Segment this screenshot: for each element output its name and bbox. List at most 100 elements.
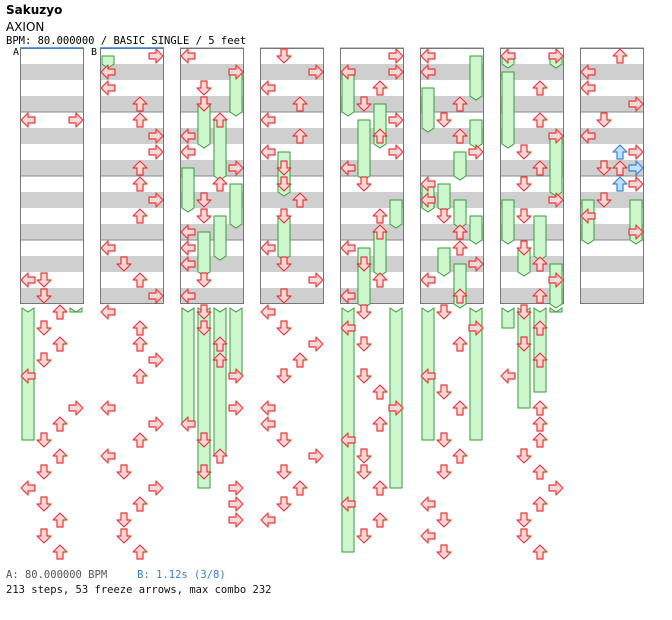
step-arrow [196,80,212,96]
step-arrow [132,96,148,112]
step-arrow [532,256,548,272]
beat-stripe [20,128,84,144]
step-arrow [308,272,324,288]
stop-marker-b: B [91,47,98,58]
step-arrow [388,48,404,64]
beat-stripe [100,160,164,176]
step-arrow [116,512,132,528]
beat-stripe [580,64,644,80]
step-arrow [596,160,612,176]
step-arrow [436,464,452,480]
beat-stripe [340,64,404,80]
beat-stripe [500,160,564,176]
beat-stripe [580,96,644,112]
step-arrow [452,336,468,352]
beat-stripe [100,96,164,112]
step-arrow [356,464,372,480]
step-arrow [228,160,244,176]
step-arrow [452,240,468,256]
step-arrow [260,112,276,128]
step-arrow [196,192,212,208]
step-arrow [212,448,228,464]
step-arrow [548,48,564,64]
beat-stripe [260,192,324,208]
step-arrow [36,432,52,448]
freeze-arrow [213,307,227,457]
beat-stripe [580,288,644,304]
beat-stripe [20,224,84,240]
beat-stripe [340,256,404,272]
step-arrow [196,96,212,112]
step-arrow [532,464,548,480]
step-arrow [628,176,644,192]
column-border [580,48,644,304]
step-arrow [36,496,52,512]
step-arrow [372,272,388,288]
step-arrow [260,240,276,256]
step-arrow [52,448,68,464]
step-arrow-alt [612,144,628,160]
step-arrow [68,400,84,416]
step-arrow [292,480,308,496]
step-arrow [276,288,292,304]
step-arrow [420,528,436,544]
step-arrow [260,144,276,160]
beat-stripe [180,96,244,112]
step-arrow [212,352,228,368]
step-arrow [388,64,404,80]
step-arrow [180,288,196,304]
step-arrow [180,224,196,240]
step-arrow [100,448,116,464]
step-arrow [340,240,356,256]
freeze-arrow [229,183,243,229]
beat-stripe [20,256,84,272]
step-arrow [548,480,564,496]
freeze-arrow [533,215,547,261]
step-arrow [436,112,452,128]
beat-stripe [260,96,324,112]
step-arrow [340,288,356,304]
step-arrow [516,528,532,544]
step-arrow [532,352,548,368]
beat-stripe [180,288,244,304]
beat-stripe [260,64,324,80]
step-arrow [52,544,68,560]
step-arrow [452,448,468,464]
freeze-arrow [549,307,563,313]
column-border [420,48,484,304]
freeze-arrow [181,167,195,213]
step-arrow [532,432,548,448]
step-arrow [180,240,196,256]
step-arrow [276,368,292,384]
beat-stripe [340,224,404,240]
freeze-arrow [549,135,563,197]
step-arrow [212,336,228,352]
step-arrow [372,128,388,144]
step-arrow [452,288,468,304]
step-arrow [100,304,116,320]
step-arrow [436,304,452,320]
step-arrow [468,144,484,160]
beat-stripe [20,288,84,304]
step-arrow [372,384,388,400]
step-arrow [276,48,292,64]
step-arrow [532,400,548,416]
step-arrow [196,320,212,336]
step-arrow [148,416,164,432]
step-arrow [452,224,468,240]
step-arrow-alt [612,176,628,192]
step-arrow [372,480,388,496]
step-arrow [388,400,404,416]
step-arrow [372,512,388,528]
step-arrow [516,512,532,528]
step-arrow [148,144,164,160]
freeze-arrow [437,247,451,277]
step-arrow [100,240,116,256]
step-arrow [500,48,516,64]
step-arrow [132,112,148,128]
beat-stripe [340,288,404,304]
freeze-arrow [469,119,483,149]
artist-name: Sakuzyo [6,3,63,17]
step-arrow [308,448,324,464]
